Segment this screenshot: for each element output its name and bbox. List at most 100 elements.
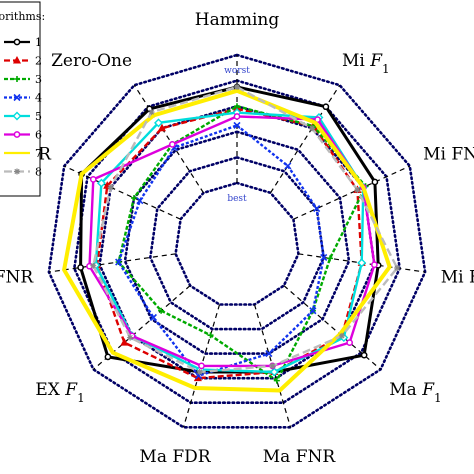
scale-label-worst: worst bbox=[224, 66, 250, 76]
axis-label-text-5: Ma FNR bbox=[263, 447, 337, 467]
series-layer bbox=[62, 83, 401, 393]
legend-title: Algorithms: bbox=[0, 10, 45, 23]
axis-label-10: Zero-One bbox=[51, 51, 132, 71]
point-4-9 bbox=[136, 197, 144, 205]
legend-marker-4 bbox=[13, 93, 21, 102]
axis-label-text-6: Ma FDR bbox=[139, 447, 211, 467]
axis-label-text-1: Mi bbox=[342, 51, 370, 71]
point-8-7 bbox=[127, 334, 134, 341]
point-8-1 bbox=[309, 125, 316, 132]
series-line-4 bbox=[117, 124, 325, 377]
axis-label-5: Ma FNR bbox=[263, 447, 337, 467]
spoke-2 bbox=[293, 165, 411, 220]
point-5-10 bbox=[154, 118, 163, 128]
point-8-8 bbox=[90, 262, 97, 269]
axis-label-text-10: Zero-One bbox=[51, 51, 132, 71]
series-line-8 bbox=[92, 85, 399, 374]
axis-label-var-1: F bbox=[369, 51, 383, 71]
legend: Algorithms: 1 2 3 4 5 6 7 8 bbox=[0, 1, 45, 197]
axis-label-6: Ma FDR bbox=[139, 447, 211, 467]
legend-label-7: 7 bbox=[35, 147, 42, 160]
point-5-5 bbox=[269, 367, 279, 377]
axis-label-2: Mi FNR bbox=[423, 145, 474, 165]
axis-label-sub-7: 1 bbox=[77, 391, 85, 405]
scale-label-best: best bbox=[227, 194, 247, 204]
point-6-4 bbox=[346, 339, 353, 346]
grid-ring-1 bbox=[148, 156, 326, 331]
point-6-3 bbox=[371, 261, 378, 269]
point-4-4 bbox=[309, 307, 317, 315]
legend-box bbox=[0, 1, 41, 197]
axis-label-0: Hamming bbox=[195, 10, 280, 30]
legend-marker-6 bbox=[13, 131, 21, 138]
series-line-7 bbox=[62, 88, 392, 393]
point-6-10 bbox=[168, 141, 176, 148]
legend-label-4: 4 bbox=[35, 92, 42, 105]
point-8-6 bbox=[196, 369, 203, 376]
point-4-0 bbox=[233, 121, 241, 129]
grid-ring-0 bbox=[174, 181, 300, 306]
legend-label-3: 3 bbox=[35, 73, 42, 86]
point-5-3 bbox=[357, 258, 367, 268]
point-1-7 bbox=[104, 353, 112, 361]
point-8-4 bbox=[338, 332, 345, 339]
axis-label-text-0: Hamming bbox=[195, 10, 280, 30]
legend-label-1: 1 bbox=[35, 36, 42, 49]
spoke-10 bbox=[133, 84, 204, 194]
axis-label-var-4: F bbox=[421, 380, 435, 400]
point-4-5 bbox=[265, 350, 273, 358]
spoke-1 bbox=[270, 84, 341, 194]
axis-label-sub-1: 1 bbox=[382, 62, 390, 76]
spoke-4 bbox=[283, 285, 381, 370]
point-4-1 bbox=[284, 162, 292, 170]
axis-label-7: EX F1 bbox=[35, 380, 84, 405]
axis-label-var-7: F bbox=[64, 380, 78, 400]
point-6-1 bbox=[314, 116, 321, 123]
legend-label-8: 8 bbox=[35, 166, 42, 179]
legend-marker-3 bbox=[14, 76, 20, 82]
series-4 bbox=[115, 121, 328, 380]
axis-label-text-2: Mi FNR bbox=[423, 145, 474, 165]
point-4-2 bbox=[313, 205, 321, 213]
axis-label-text-7: EX bbox=[35, 380, 65, 400]
spoke-8 bbox=[48, 253, 176, 273]
point-1-1 bbox=[322, 103, 330, 111]
legend-marker-8 bbox=[14, 168, 20, 175]
axis-label-3: Mi FDR bbox=[441, 267, 474, 287]
axis-label-text-8: FNR bbox=[0, 267, 34, 287]
legend-marker-2 bbox=[12, 55, 22, 64]
point-8-0 bbox=[234, 84, 240, 90]
legend-marker-1 bbox=[13, 38, 21, 46]
grid-ring-5 bbox=[47, 53, 427, 429]
grid-ring-4 bbox=[72, 79, 402, 405]
point-3-6 bbox=[207, 332, 214, 339]
point-6-9 bbox=[89, 176, 97, 183]
point-2-10 bbox=[157, 123, 166, 132]
point-3-5 bbox=[273, 377, 280, 384]
point-1-10 bbox=[146, 105, 153, 113]
point-8-9 bbox=[107, 184, 114, 191]
axis-label-4: Ma F1 bbox=[389, 380, 441, 405]
legend-entries: 1 2 3 4 5 6 7 8 bbox=[4, 36, 42, 179]
point-6-6 bbox=[198, 362, 205, 370]
point-1-2 bbox=[371, 178, 379, 186]
axis-label-text-3: Mi FDR bbox=[441, 267, 474, 287]
point-8-2 bbox=[354, 186, 361, 193]
axis-label-8: FNR bbox=[0, 267, 34, 287]
point-4-3 bbox=[320, 253, 328, 262]
point-6-0 bbox=[233, 113, 241, 120]
point-1-8 bbox=[77, 264, 84, 271]
axis-label-text-4: Ma bbox=[389, 380, 422, 400]
legend-label-6: 6 bbox=[35, 129, 42, 142]
point-5-9 bbox=[96, 178, 106, 188]
spoke-7 bbox=[93, 285, 191, 370]
legend-label-2: 2 bbox=[35, 55, 42, 68]
point-8-3 bbox=[394, 265, 401, 272]
point-1-4 bbox=[360, 351, 368, 359]
point-3-7 bbox=[158, 307, 165, 314]
point-3-3 bbox=[327, 255, 334, 262]
axis-label-1: Mi F1 bbox=[342, 51, 390, 76]
spoke-9 bbox=[63, 165, 181, 220]
axis-label-sub-4: 1 bbox=[434, 391, 442, 405]
